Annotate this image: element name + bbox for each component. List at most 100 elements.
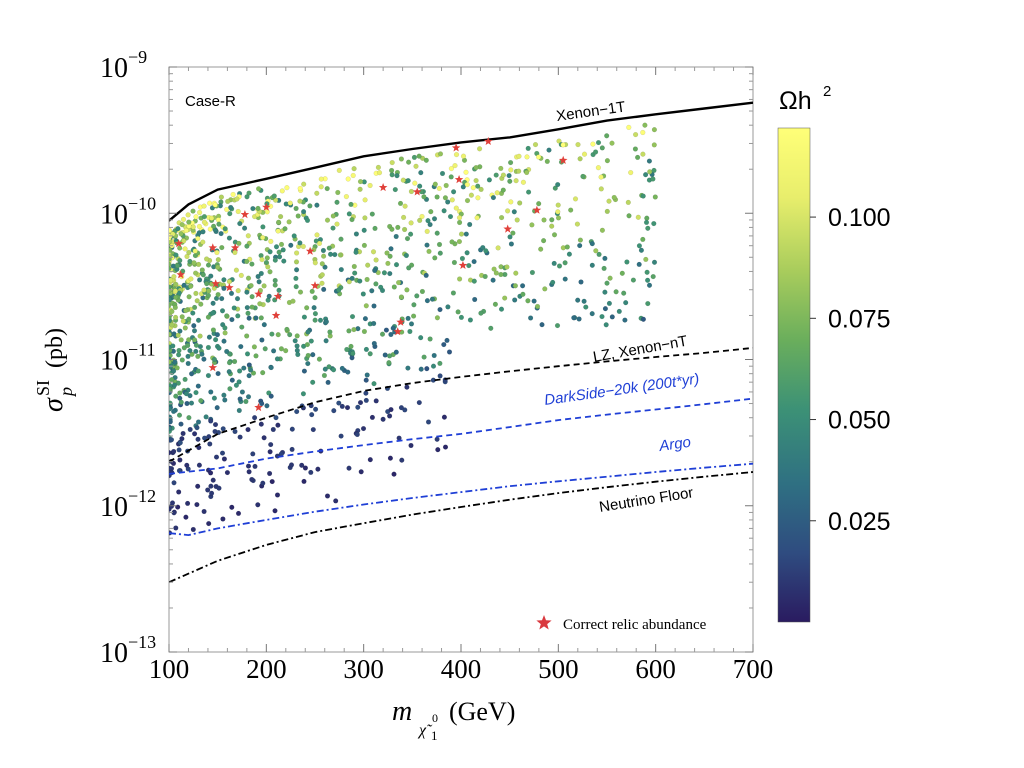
scatter-point: [362, 316, 368, 322]
scatter-point: [252, 463, 258, 469]
scatter-point: [432, 255, 438, 261]
scatter-point: [346, 465, 352, 471]
scatter-point: [268, 238, 274, 244]
scatter-point: [551, 260, 557, 266]
scatter-point: [376, 170, 383, 176]
colorbar-ticks: 0.025 0.050 0.075 0.100: [810, 204, 891, 536]
scatter-point: [502, 295, 508, 301]
scatter-point: [183, 227, 189, 234]
scatter-point: [507, 178, 513, 184]
scatter-point: [211, 356, 217, 362]
scatter-point: [508, 199, 514, 205]
scatter-point: [317, 317, 324, 323]
scatter-point: [626, 124, 632, 130]
scatter-point: [514, 217, 520, 223]
scatter-point: [381, 270, 387, 276]
scatter-point: [183, 391, 189, 397]
scatter-point: [613, 289, 619, 295]
scatter-point: [456, 239, 462, 245]
scatter-point: [294, 267, 300, 273]
scatter-point: [244, 258, 250, 265]
scatter-point: [253, 315, 259, 321]
scatter-point: [243, 398, 249, 405]
scatter-point: [267, 449, 273, 455]
scatter-point: [301, 368, 307, 374]
scatter-point: [177, 328, 183, 334]
scatter-point: [184, 400, 190, 407]
scatter-point: [250, 451, 256, 457]
scatter-point: [276, 219, 282, 225]
scatter-point: [232, 358, 238, 365]
scatter-point: [550, 279, 556, 285]
scatter-point: [630, 277, 636, 283]
scatter-point: [297, 240, 303, 246]
scatter-point: [434, 436, 440, 442]
scatter-point: [169, 331, 172, 337]
scatter-point: [258, 315, 264, 321]
scatter-point: [235, 313, 241, 319]
scatter-point: [327, 251, 334, 257]
scatter-point: [176, 352, 182, 358]
scatter-point: [445, 199, 451, 205]
scatter-point: [169, 450, 172, 456]
scatter-point: [319, 272, 325, 278]
scatter-point: [209, 490, 215, 496]
scatter-point: [192, 337, 198, 343]
scatter-point: [188, 400, 195, 406]
scatter-point: [226, 279, 232, 285]
scatter-point: [542, 286, 548, 292]
scatter-point: [554, 323, 561, 329]
scatter-point: [288, 462, 295, 468]
scatter-point: [324, 186, 330, 192]
scatter-point: [331, 408, 337, 414]
y-tick-label: 10−13: [100, 632, 156, 669]
scatter-point: [250, 206, 256, 212]
scatter-point: [372, 225, 378, 231]
scatter-point: [288, 242, 294, 248]
scatter-point: [498, 271, 504, 278]
scatter-point: [272, 508, 278, 514]
scatter-point: [193, 390, 199, 396]
scatter-point: [441, 414, 447, 420]
scatter-point: [213, 337, 219, 343]
scatter-point: [652, 194, 658, 200]
scatter-point: [264, 255, 270, 261]
scatter-point: [576, 316, 582, 322]
scatter-point: [589, 311, 595, 317]
scatter-point: [187, 426, 193, 433]
scatter-point: [405, 315, 411, 321]
curve-darkside-20k: [169, 397, 753, 475]
scatter-point: [239, 324, 245, 330]
relic-star-point: [454, 175, 464, 184]
scatter-point: [224, 470, 230, 476]
legend-star-icon: [536, 615, 552, 630]
scatter-point: [255, 502, 261, 508]
scatter-point: [472, 296, 478, 303]
scatter-point: [626, 213, 632, 219]
relic-star-point: [532, 205, 542, 214]
scatter-point: [334, 199, 340, 205]
scatter-point: [206, 334, 212, 340]
scatter-point: [209, 215, 215, 221]
scatter-point: [204, 281, 210, 287]
scatter-point: [211, 223, 217, 229]
scatter-point: [192, 304, 198, 310]
scatter-point: [222, 330, 228, 336]
scatter-point: [424, 298, 430, 304]
scatter-point: [184, 253, 190, 260]
scatter-point: [348, 201, 354, 207]
scatter-point: [297, 185, 303, 192]
scatter-point: [541, 238, 547, 244]
relic-star-point: [240, 210, 250, 219]
scatter-point: [480, 245, 486, 251]
scatter-point: [301, 314, 307, 320]
scatter-point: [272, 277, 278, 284]
scatter-point: [249, 294, 255, 300]
scatter-point: [393, 262, 400, 268]
scatter-point: [456, 215, 463, 221]
scatter-point: [390, 325, 396, 331]
scatter-point: [194, 425, 200, 431]
scatter-point: [604, 158, 610, 164]
scatter-point: [198, 301, 204, 307]
scatter-point: [391, 471, 397, 477]
